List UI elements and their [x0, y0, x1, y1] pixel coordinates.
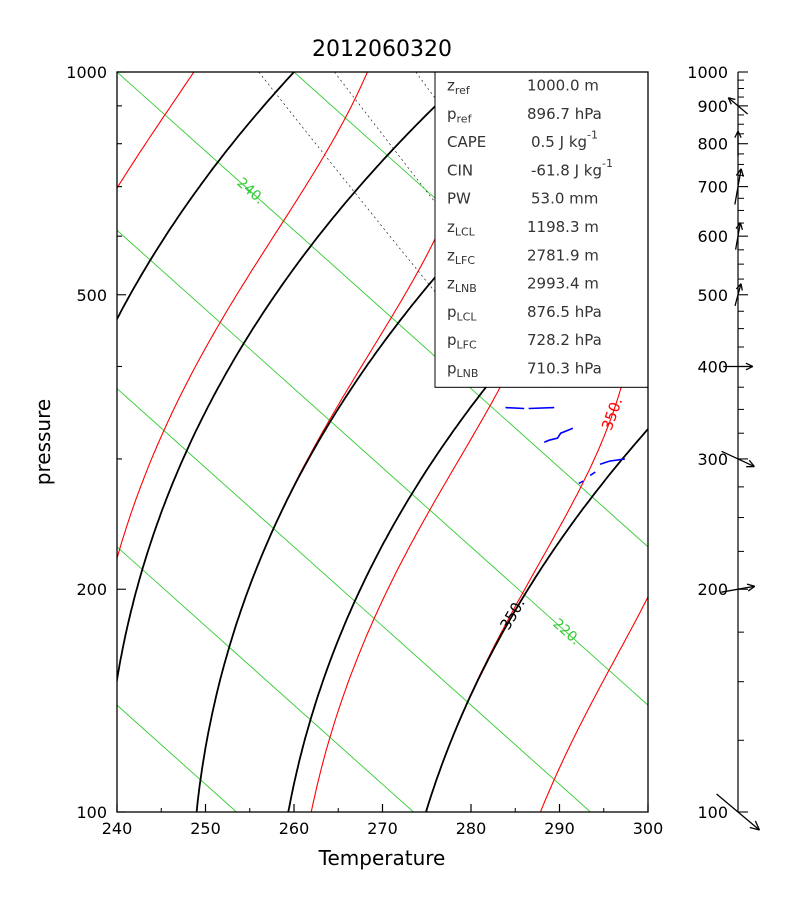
dry-adiabat-label: 350.	[786, 258, 812, 293]
isotherm-lines	[0, 72, 812, 812]
x-tick-label: 300	[633, 819, 664, 838]
wind-level-label: 200	[697, 580, 728, 599]
info-box-value: 728.2 hPa	[527, 331, 602, 349]
dry-adiabat-label: 400.	[725, 652, 759, 690]
info-box-key: PW	[447, 190, 471, 208]
y-tick-label: 100	[76, 803, 107, 822]
wind-level-label: 500	[697, 286, 728, 305]
info-box-key: CAPE	[447, 133, 486, 151]
dewpoint-profile-segment	[529, 408, 555, 409]
dry-adiabat-line	[655, 72, 812, 812]
moist-adiabat-line	[730, 72, 812, 812]
isotherm-label: 240.	[233, 175, 267, 208]
moist-adiabat-line	[82, 72, 368, 812]
info-box-key: CIN	[447, 161, 473, 179]
x-tick-label: 270	[367, 819, 398, 838]
isotherm-label: 240.	[748, 635, 782, 668]
dewpoint-profile-segment	[744, 623, 746, 627]
info-box-value: 876.5 hPa	[527, 303, 602, 321]
chart-title: 2012060320	[312, 37, 452, 62]
info-box-value: 53.0 mm	[531, 190, 598, 208]
mixing-ratio-label: 12.0	[718, 304, 749, 339]
info-box-value: 896.7 hPa	[527, 105, 602, 123]
dry-adiabat-line	[105, 72, 471, 812]
info-box-value: 2993.4 m	[527, 275, 599, 293]
mixing-ratio-label: 8.00	[663, 297, 694, 332]
dewpoint-profile-segment	[590, 472, 595, 475]
info-box-value: 2781.9 m	[527, 246, 599, 264]
info-box-value: 710.3 hPa	[527, 360, 602, 378]
moist-adiabat-line	[0, 72, 194, 812]
isotherm-label: 220.	[549, 616, 583, 649]
dewpoint-profile-segment	[701, 335, 713, 336]
dry-adiabat-lines	[0, 72, 812, 812]
moist-adiabat-label: 350.	[598, 395, 626, 433]
isotherm-line	[0, 72, 767, 812]
mixing-ratio-line	[656, 72, 812, 383]
moist-adiabat-label: 400.	[710, 652, 741, 690]
y-tick-label: 500	[76, 286, 107, 305]
wind-level-label: 800	[697, 135, 728, 154]
x-axis-label: Temperature	[318, 846, 446, 870]
dry-adiabat-label: 350.	[496, 595, 528, 633]
info-box-value: 1198.3 m	[527, 218, 599, 236]
moist-adiabat-lines	[0, 72, 812, 812]
x-tick-label: 290	[544, 819, 575, 838]
wind-level-label: 900	[697, 97, 728, 116]
wind-level-label: 100	[697, 803, 728, 822]
dewpoint-profile-segment	[544, 428, 573, 442]
mixing-ratio-label: 16.0	[759, 311, 790, 346]
dewpoint-profile-segment	[506, 408, 525, 409]
dewpoint-profile-segment	[802, 677, 803, 681]
dewpoint-profile-segment	[784, 657, 791, 671]
dry-adiabat-line	[747, 72, 812, 812]
wind-level-label: 1000	[687, 63, 728, 82]
y-tick-label: 1000	[66, 63, 107, 82]
dewpoint-profile-segment	[761, 632, 763, 638]
y-axis-label: pressure	[31, 399, 55, 485]
wind-level-label: 600	[697, 227, 728, 246]
y-tick-label: 200	[76, 580, 107, 599]
wind-level-label: 700	[697, 178, 728, 197]
dry-adiabat-line	[0, 72, 117, 812]
isotherm-line	[0, 72, 413, 812]
dewpoint-profile-segment	[724, 333, 728, 334]
x-tick-label: 260	[279, 819, 310, 838]
x-tick-label: 280	[456, 819, 487, 838]
info-box-value: 1000.0 m	[527, 77, 599, 95]
x-tick-label: 250	[190, 819, 221, 838]
isotherm-line	[648, 72, 812, 812]
